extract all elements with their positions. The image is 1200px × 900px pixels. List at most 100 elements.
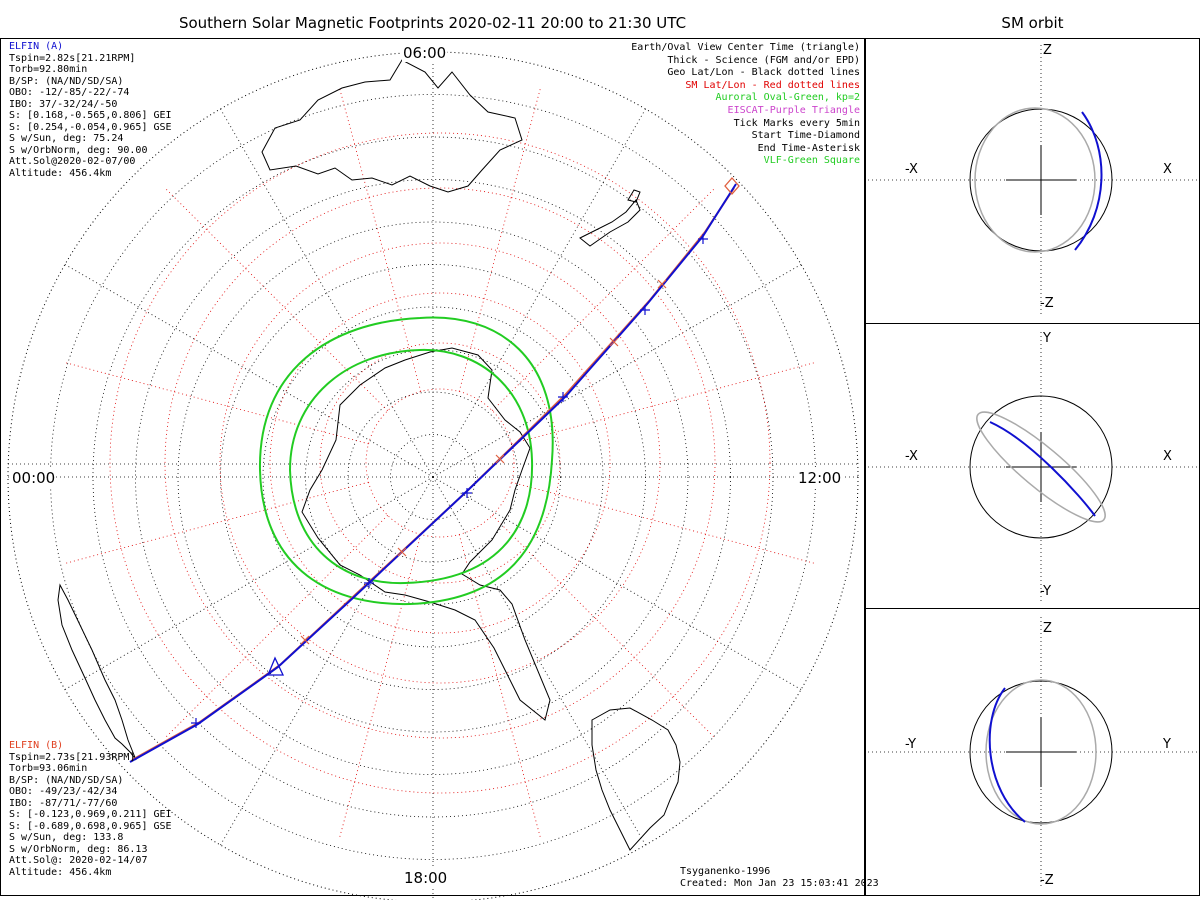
orbit1-bottom-label: -Z: [1040, 296, 1054, 311]
sm-longitude-line: [163, 186, 388, 411]
elfin-b-tick-mark: [657, 279, 667, 289]
orbit-panel-1: [868, 45, 1198, 315]
credit-created: Created: Mon Jan 23 15:03:41 2023: [680, 877, 879, 889]
sm-latitude-circle: [269, 292, 611, 634]
elfin-a-line: Att.Sol@2020-02-07/00: [9, 156, 136, 167]
sm-longitude-line: [63, 361, 369, 445]
elfin-b-track: [131, 187, 735, 761]
map-frame: [0, 38, 865, 896]
satellite-tracks: [129, 177, 740, 763]
legend: Earth/Oval View Center Time (triangle) T…: [631, 42, 860, 168]
elfin-b-line: Altitude: 456.4km: [9, 866, 112, 878]
orbit1-elfin-a: [1074, 111, 1103, 251]
geo-longitude-line: [432, 476, 646, 846]
geo-latitude-circle: [135, 179, 731, 775]
elfin-b-line: IBO: -87/71/-77/60: [9, 797, 118, 809]
auroral-oval-inner: [288, 348, 534, 585]
sm-longitude-line: [492, 186, 717, 411]
legend-entry: Start Time-Diamond: [751, 130, 860, 142]
elfin-a-line: OBO: -12/-85/-22/-74: [9, 87, 130, 98]
sm-longitude-line: [492, 515, 717, 740]
elfin-a-name: ELFIN (A): [9, 41, 64, 52]
orbit-panel-2: [868, 332, 1198, 602]
elfin-a-line: Altitude: 456.4km: [9, 167, 112, 179]
sm-longitude-line: [458, 534, 542, 840]
elfin-a-track: [129, 183, 737, 763]
hour-label-06: 06:00: [402, 44, 448, 62]
geo-longitude-line: [220, 476, 434, 846]
legend-entry: SM Lat/Lon - Red dotted lines: [685, 79, 860, 91]
elfin-b-tick-mark: [300, 635, 310, 645]
elfin-b-start-diamond: [724, 177, 740, 195]
geo-latitude-circle: [177, 221, 689, 733]
orbit2-top-label: Y: [1043, 331, 1051, 346]
geo-longitude-line: [64, 476, 434, 690]
elfin-a-tick-mark: [558, 392, 568, 402]
hour-label-00: 00:00: [11, 469, 57, 487]
elfin-b-line: S w/Sun, deg: 133.8: [9, 832, 124, 843]
orbit-panel-3: [868, 617, 1198, 887]
elfin-b-line: S w/OrbNorm, deg: 86.13: [9, 843, 148, 855]
sm-longitude-line: [458, 86, 542, 392]
orbit1-top-label: Z: [1043, 43, 1052, 58]
sm-longitude-line: [511, 361, 817, 445]
credits: Tsyganenko-1996 Created: Mon Jan 23 15:0…: [680, 866, 879, 889]
orbit1-elfin-b: [974, 107, 1096, 253]
elfin-a-line: S w/OrbNorm, deg: 90.00: [9, 144, 148, 156]
orbit3-left-label: -Y: [905, 737, 917, 752]
elfin-b-line: S: [-0.689,0.698,0.965] GSE: [9, 820, 172, 832]
orbit2-elfin-b: [976, 411, 1106, 523]
sm-longitude-line: [338, 534, 422, 840]
credit-model: Tsyganenko-1996: [680, 866, 771, 877]
orbit3-elfin-a: [988, 687, 1026, 823]
elfin-b-line: B/SP: (NA/ND/SD/SA): [9, 774, 124, 786]
orbit2-elfin-a: [989, 421, 1096, 517]
orbit-plots: [868, 45, 1198, 887]
legend-entry: Thick - Science (FGM and/or EPD): [667, 54, 860, 66]
legend-entry: End Time-Asterisk: [757, 142, 860, 154]
orbit3-right-label: Y: [1163, 737, 1171, 752]
elfin-a-tick-mark: [698, 234, 708, 244]
sm-latitude-circle: [219, 242, 661, 684]
elfin-a-line: S: [0.254,-0.054,0.965] GSE: [9, 121, 172, 133]
legend-entry: VLF-Green Square: [763, 155, 860, 167]
elfin-a-tick-mark: [364, 578, 374, 588]
elfin-b-tick-mark: [609, 337, 619, 347]
sm-longitude-line: [338, 86, 422, 392]
orbit1-left-label: -X: [905, 162, 918, 177]
elfin-a-line: S w/Sun, deg: 75.24: [9, 133, 124, 144]
orbit1-right-label: X: [1163, 162, 1172, 177]
elfin-a-view-center-triangle: [267, 656, 285, 676]
legend-entry: Auroral Oval-Green, kp=2: [715, 92, 861, 104]
hour-label-12: 12:00: [797, 469, 843, 487]
geo-longitude-line: [432, 264, 802, 478]
elfin-b-name: ELFIN (B): [9, 740, 64, 751]
auroral-oval-outer: [258, 316, 554, 606]
legend-entry: Tick Marks every 5min: [733, 117, 860, 129]
elfin-a-tick-mark: [462, 488, 472, 498]
sm-longitude-line: [511, 481, 817, 565]
orbit2-right-label: X: [1163, 449, 1172, 464]
geo-longitude-line: [220, 108, 434, 478]
hour-label-18: 18:00: [403, 869, 449, 887]
elfin-a-tick-mark: [640, 305, 650, 315]
sm-latitude-circle: [164, 187, 716, 739]
sm-longitude-line: [63, 481, 369, 565]
legend-entry: EISCAT-Purple Triangle: [727, 104, 860, 116]
geo-longitude-line: [432, 476, 802, 690]
elfin-a-line: Tspin=2.82s[21.21RPM]: [9, 52, 136, 64]
plot-title: Southern Solar Magnetic Footprints 2020-…: [178, 14, 687, 32]
orbit3-elfin-b: [985, 679, 1097, 825]
orbit2-left-label: -X: [905, 449, 918, 464]
geo-latitude-circle: [390, 434, 476, 520]
orbit3-top-label: Z: [1043, 621, 1052, 636]
elfin-b-line: OBO: -49/23/-42/34: [9, 786, 118, 797]
auroral-oval: [258, 316, 554, 606]
geo-longitude-line: [432, 108, 646, 478]
sm-latitude-circle: [109, 132, 771, 794]
legend-entry: Geo Lat/Lon - Black dotted lines: [667, 67, 860, 79]
elfin-b-tick-mark: [495, 454, 505, 464]
elfin-b-line: Torb=93.06min: [9, 763, 88, 774]
elfin-b-tick-mark: [397, 547, 407, 557]
